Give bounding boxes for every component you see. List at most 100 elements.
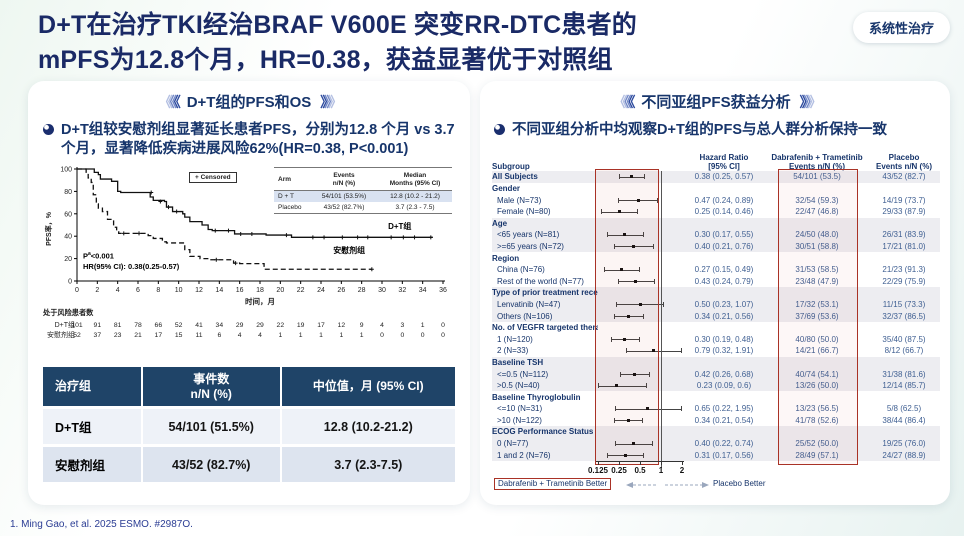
forest-hr-value: 0.23 (0.09, 0.6) [696, 381, 752, 391]
svg-text:26: 26 [337, 287, 345, 294]
svg-text:17: 17 [317, 322, 325, 329]
forest-row: <=10 (N=31) 0.65 (0.22, 1.95) 13/23 (56.5)… [492, 403, 940, 415]
forest-row: <65 years (N=81) 0.30 (0.17, 0.55) 24/50 (… [492, 229, 940, 241]
summary-row: 安慰剂组 43/52 (82.7%) 3.7 (2.3-7.5) [43, 447, 455, 483]
forest-row: Type of prior treatment received [492, 287, 940, 299]
svg-text:81: 81 [114, 322, 122, 329]
forest-placebo-events: 38/44 (86.4) [882, 415, 926, 425]
svg-text:30: 30 [378, 287, 386, 294]
forest-hr-value: 0.79 (0.32, 1.91) [694, 346, 754, 356]
left-panel-header: 《《《 D+T组的PFS和OS 》》》 [41, 91, 457, 112]
forest-col-subgroup: Subgroup [492, 161, 530, 171]
forest-placebo-events: 35/40 (87.5) [882, 334, 926, 344]
svg-text:60: 60 [64, 212, 72, 219]
forest-ci-plot [598, 368, 682, 380]
forest-row: Rest of the world (N=77) 0.43 (0.24, 0.79… [492, 275, 940, 287]
svg-text:1: 1 [421, 322, 425, 329]
svg-text:4: 4 [238, 332, 242, 339]
chevron-left-icon: 《《《 [158, 93, 181, 110]
svg-text:4: 4 [258, 332, 262, 339]
svg-text:14: 14 [215, 287, 223, 294]
svg-text:18: 18 [256, 287, 264, 294]
forest-dt-events: 14/21 (66.7) [795, 346, 839, 356]
forest-row: 2 (N=33) 0.79 (0.32, 1.91) 14/21 (66.7) 8/1… [492, 345, 940, 357]
forest-ci-plot [598, 380, 682, 392]
forest-dt-events: 28/49 (57.1) [795, 450, 839, 460]
forest-subgroup-label: Baseline Thyroglobulin [492, 392, 581, 402]
dt-better-label: Dabrafenib + Trametinib Better [494, 477, 612, 490]
forest-row: <=0.5 (N=112) 0.42 (0.26, 0.68) 40/74 (54.… [492, 368, 940, 380]
forest-placebo-events: 43/52 (82.7) [882, 172, 926, 182]
svg-text:1: 1 [339, 332, 343, 339]
forest-header-row: Subgroup Hazard Ratio [95% CI] Dabrafeni… [492, 145, 940, 171]
summary-cell: 3.7 (2.3-7.5) [281, 447, 455, 483]
forest-ci-plot [598, 171, 682, 183]
summary-col-group: 治疗组 [43, 367, 141, 407]
svg-text:PFS率，%: PFS率，% [44, 212, 53, 247]
svg-text:15: 15 [175, 332, 183, 339]
censored-legend: + Censored [189, 172, 237, 184]
forest-placebo-events: 8/12 (66.7) [884, 346, 924, 356]
forest-subgroup-label: Gender [492, 184, 521, 194]
forest-row: Baseline Thyroglobulin [492, 391, 940, 403]
svg-text:34: 34 [216, 322, 224, 329]
svg-text:22: 22 [297, 287, 305, 294]
forest-hr-value: 0.25 (0.14, 0.46) [694, 207, 754, 217]
forest-ci-plot [598, 449, 682, 461]
left-bullet: D+T组较安慰剂组显著延长患者PFS，分别为12.8 个月 vs 3.7个月，显… [43, 121, 455, 159]
forest-row: Region [492, 252, 940, 264]
forest-placebo-events: 14/19 (73.7) [882, 195, 926, 205]
svg-text:32: 32 [398, 287, 406, 294]
forest-tick-label: 0.5 [634, 465, 646, 475]
forest-dt-events: 13/26 (50.0) [795, 381, 839, 391]
forest-dt-events: 32/54 (59.3) [795, 195, 839, 205]
forest-placebo-events: 5/8 (62.5) [886, 404, 922, 414]
forest-placebo-events: 19/25 (76.0) [882, 439, 926, 449]
forest-subgroup-label: Male (N=73) [497, 195, 542, 205]
svg-text:29: 29 [256, 322, 264, 329]
forest-row: 0 (N=77) 0.40 (0.22, 0.74) 25/52 (50.0) 19/… [492, 437, 940, 450]
content-cards: 《《《 D+T组的PFS和OS 》》》 D+T组较安慰剂组显著延长患者PFS，分… [0, 77, 964, 505]
forest-hr-value: 0.43 (0.24, 0.79) [694, 276, 754, 286]
forest-ci-plot [598, 275, 682, 287]
forest-row: All Subjects 0.38 (0.25, 0.57) 54/101 (53.… [492, 171, 940, 183]
svg-text:11: 11 [195, 332, 202, 339]
forest-subgroup-label: Others (N=106) [497, 311, 553, 321]
svg-text:100: 100 [60, 167, 72, 174]
category-badge[interactable]: 系统性治疗 [852, 12, 950, 43]
forest-placebo-events: 22/29 (75.9) [882, 276, 926, 286]
forest-placebo-events: 26/31 (83.9) [882, 230, 926, 240]
svg-text:20: 20 [64, 256, 72, 263]
forest-subgroup-label: Age [492, 218, 508, 228]
forest-dt-events: 40/80 (50.0) [795, 334, 839, 344]
forest-subgroup-label: <=0.5 (N=112) [497, 369, 549, 379]
forest-tick-label: 2 [679, 465, 685, 475]
svg-text:2: 2 [95, 287, 99, 294]
svg-text:101: 101 [71, 322, 83, 329]
svg-text:安慰剂组: 安慰剂组 [47, 330, 75, 339]
left-panel-title: D+T组的PFS和OS [186, 94, 312, 111]
forest-ci-plot [598, 333, 682, 345]
forest-hr-value: 0.34 (0.21, 0.54) [694, 415, 754, 425]
summary-cell: 43/52 (82.7%) [142, 447, 280, 483]
summary-header-row: 治疗组 事件数 n/N (%) 中位值，月 (95% CI) [43, 367, 455, 407]
placebo-better-label: Placebo Better [713, 478, 766, 488]
forest-subgroup-label: Baseline TSH [492, 357, 544, 367]
forest-hr-value: 0.30 (0.17, 0.55) [694, 230, 754, 240]
arrow-left-icon [626, 481, 656, 488]
svg-text:12: 12 [195, 287, 203, 294]
svg-text:21: 21 [134, 332, 142, 339]
forest-subgroup-label: ECOG Performance Status [492, 427, 594, 437]
svg-text:处于风险患者数: 处于风险患者数 [42, 308, 94, 317]
forest-row: China (N=76) 0.27 (0.15, 0.49) 31/53 (58.5… [492, 264, 940, 276]
svg-text:52: 52 [73, 332, 81, 339]
forest-hr-value: 0.38 (0.25, 0.57) [694, 172, 754, 182]
forest-ci-plot [598, 438, 682, 450]
forest-row: Male (N=73) 0.47 (0.24, 0.89) 32/54 (59.3)… [492, 194, 940, 206]
svg-text:3: 3 [400, 322, 404, 329]
forest-subgroup-label: No. of VEGFR targeted therapies [492, 323, 598, 333]
svg-text:24: 24 [317, 287, 325, 294]
summary-cell: 54/101 (51.5%) [142, 409, 280, 445]
svg-text:16: 16 [236, 287, 244, 294]
